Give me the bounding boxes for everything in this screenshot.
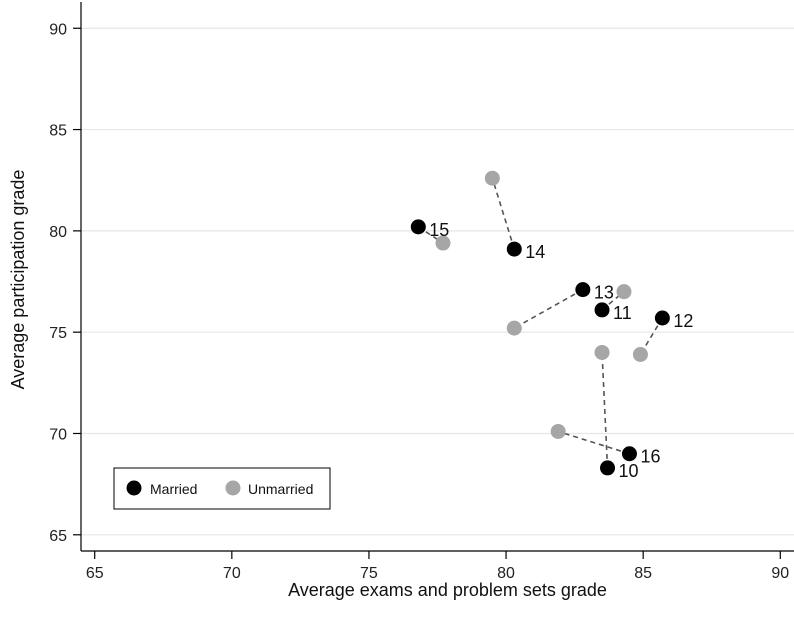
x-tick-label: 70 [223, 565, 241, 582]
tick-marks: 65 70 75 80 85 90 65 70 75 80 85 90 [49, 21, 789, 582]
y-tick-label: 75 [49, 325, 67, 342]
legend-unmarried-marker [225, 480, 241, 496]
point-label-11: 11 [613, 303, 632, 323]
married-point [594, 302, 610, 318]
pair-connector [601, 352, 609, 468]
axes [80, 2, 794, 552]
unmarried-point [550, 423, 566, 439]
unmarried-point [632, 346, 648, 362]
pair-connector [639, 317, 664, 355]
pair-connector [557, 430, 630, 455]
unmarried-point [594, 344, 610, 360]
y-axis-title: Average participation grade [8, 170, 28, 390]
unmarried-point [484, 170, 500, 186]
point-labels: 10 11 12 13 14 15 16 [429, 220, 693, 481]
point-label-12: 12 [673, 311, 693, 331]
y-tick-label: 80 [49, 224, 67, 241]
y-tick-label: 85 [49, 123, 67, 140]
point-label-14: 14 [525, 242, 545, 262]
x-tick-label: 90 [771, 565, 789, 582]
married-point [575, 282, 591, 298]
x-axis-title: Average exams and problem sets grade [288, 580, 607, 600]
married-point [654, 310, 670, 326]
point-label-15: 15 [429, 220, 449, 240]
pair-connector [491, 177, 516, 250]
legend-married-marker [126, 480, 142, 496]
pair-connector [513, 288, 584, 329]
point-label-16: 16 [640, 447, 660, 467]
point-label-10: 10 [619, 461, 639, 481]
unmarried-point [616, 284, 632, 300]
legend: Married Unmarried [113, 467, 331, 510]
pair-connectors [417, 177, 664, 468]
x-tick-label: 85 [634, 565, 652, 582]
y-tick-label: 90 [49, 21, 67, 38]
grid-lines [81, 27, 794, 536]
point-label-13: 13 [594, 283, 614, 303]
married-point [410, 219, 426, 235]
unmarried-point [435, 235, 451, 251]
legend-unmarried-label: Unmarried [248, 481, 313, 497]
y-tick-label: 70 [49, 426, 67, 443]
data-points [410, 170, 670, 476]
x-tick-label: 75 [360, 565, 378, 582]
x-tick-label: 65 [86, 565, 104, 582]
legend-married-label: Married [150, 481, 197, 497]
y-tick-label: 65 [49, 528, 67, 545]
legend-box [113, 467, 331, 510]
married-point [621, 446, 637, 462]
married-point [506, 241, 522, 257]
x-tick-label: 80 [497, 565, 515, 582]
married-point [600, 460, 616, 476]
unmarried-point [506, 320, 522, 336]
